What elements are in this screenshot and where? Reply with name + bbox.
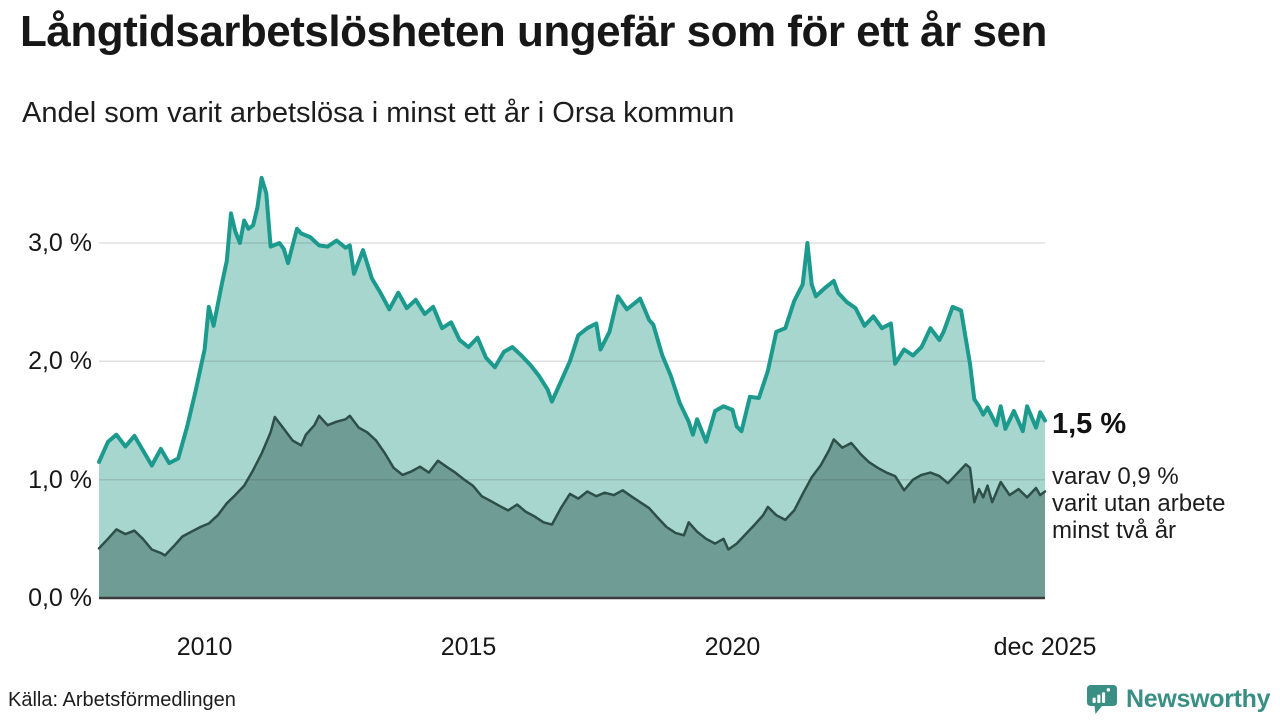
y-axis-tick-label: 0,0 % — [28, 584, 92, 612]
series-line-1 — [97, 414, 1047, 557]
x-axis-tick-label: 2015 — [440, 633, 497, 661]
end-value-detail-line: varav 0,9 % — [1052, 463, 1179, 490]
page-title: Långtidsarbetslösheten ungefär som för e… — [20, 7, 1047, 56]
y-axis-tick-label: 1,0 % — [28, 465, 92, 494]
end-value-detail-line: minst två år — [1052, 517, 1177, 544]
end-value-detail: varav 0,9 % varit utan arbete minst två … — [1052, 463, 1272, 544]
x-axis-tick-label: 2020 — [704, 633, 761, 661]
source-label: Källa: Arbetsförmedlingen — [8, 689, 236, 711]
newsworthy-icon — [1087, 685, 1117, 714]
series-line-0 — [97, 175, 1047, 468]
x-axis-tick-label: dec 2025 — [993, 633, 1097, 661]
area-fill-series-1 — [99, 415, 1045, 598]
chart-subtitle: Andel som varit arbetslösa i minst ett å… — [22, 97, 735, 129]
end-value-detail-line: varit utan arbete — [1052, 490, 1226, 517]
end-value-label: 1,5 % — [1052, 408, 1127, 440]
newsworthy-wordmark: Newsworthy — [1126, 685, 1271, 713]
newsworthy-logo: Newsworthy — [1086, 684, 1271, 715]
y-axis-tick-label: 3,0 % — [28, 229, 92, 257]
y-axis-tick-label: 2,0 % — [28, 347, 92, 376]
x-axis-tick-label: 2010 — [176, 633, 233, 661]
end-value-annotation: 1,5 % varav 0,9 % varit utan arbete mins… — [1052, 408, 1272, 544]
